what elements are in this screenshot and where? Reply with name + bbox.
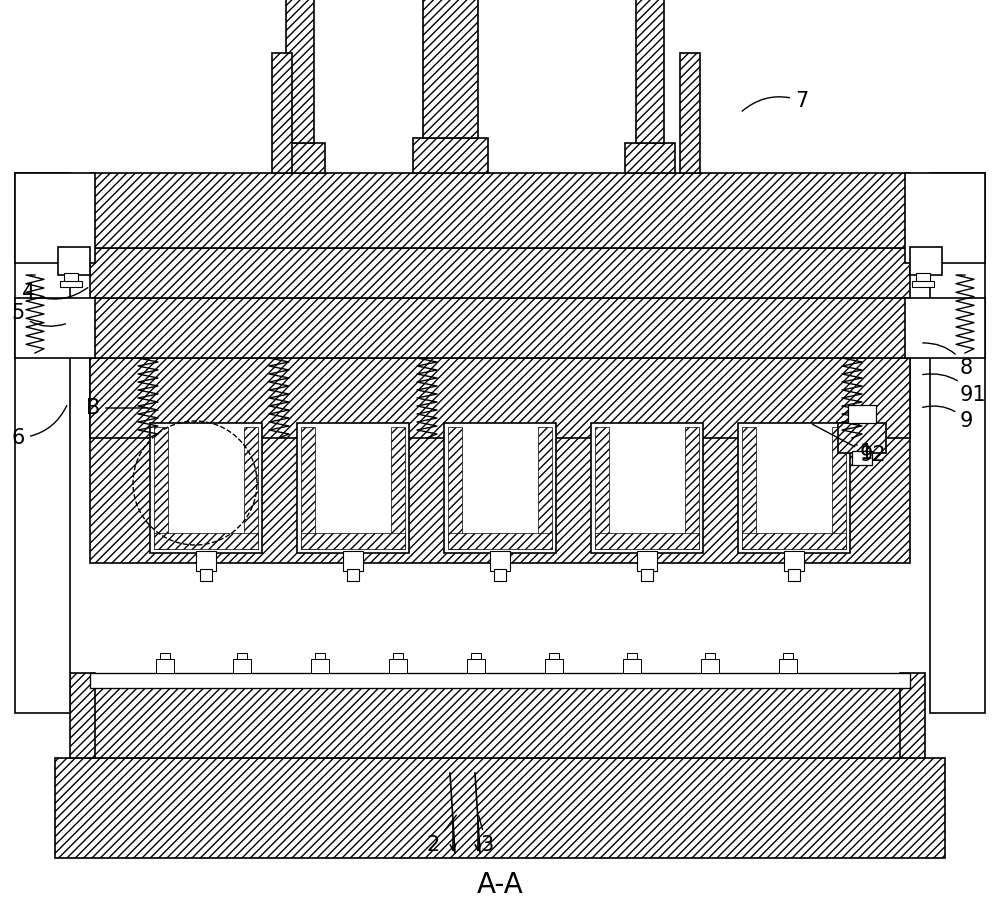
Bar	[389, 659, 407, 673]
Bar	[905, 173, 985, 263]
Bar	[685, 427, 699, 549]
Bar	[783, 653, 793, 659]
Bar	[244, 427, 258, 549]
Bar	[591, 423, 703, 553]
Bar	[150, 423, 262, 553]
Bar	[15, 298, 95, 358]
Bar	[55, 758, 945, 858]
Text: 2: 2	[427, 815, 456, 855]
Bar	[641, 569, 653, 581]
Bar	[315, 653, 325, 659]
Bar	[494, 569, 506, 581]
Bar	[90, 248, 910, 298]
Bar	[297, 423, 409, 553]
Bar	[852, 451, 872, 465]
Bar	[538, 427, 552, 549]
Bar	[196, 551, 216, 571]
Text: 8: 8	[923, 343, 973, 378]
Bar	[15, 173, 95, 263]
Bar	[595, 427, 609, 549]
Bar	[90, 688, 910, 758]
Bar	[779, 659, 797, 673]
Bar	[160, 653, 170, 659]
Bar	[549, 653, 559, 659]
Bar	[90, 688, 910, 758]
Bar	[90, 298, 910, 358]
Bar	[393, 653, 403, 659]
Bar	[237, 653, 247, 659]
Text: 5: 5	[12, 303, 65, 326]
Bar	[275, 143, 325, 173]
Bar	[701, 659, 719, 673]
Text: B: B	[86, 398, 147, 418]
Text: 1: 1	[812, 425, 873, 463]
Bar	[448, 533, 552, 549]
Bar	[490, 551, 510, 571]
Bar	[413, 138, 488, 173]
Text: 9: 9	[923, 406, 973, 431]
Text: 3: 3	[479, 815, 493, 855]
Bar	[832, 427, 846, 549]
Bar	[156, 659, 174, 673]
Bar	[742, 533, 846, 549]
Bar	[636, 0, 664, 143]
Bar	[848, 405, 876, 423]
Bar	[60, 281, 82, 287]
Bar	[70, 673, 95, 758]
Bar	[301, 533, 405, 549]
Bar	[705, 653, 715, 659]
Bar	[90, 173, 910, 248]
Bar	[343, 551, 363, 571]
Bar	[154, 533, 258, 549]
Bar	[391, 427, 405, 549]
Bar	[154, 427, 168, 549]
Bar	[595, 533, 699, 549]
Bar	[233, 659, 251, 673]
Bar	[905, 298, 985, 358]
Bar	[64, 273, 78, 283]
Bar	[467, 659, 485, 673]
Bar	[788, 569, 800, 581]
Bar	[916, 273, 930, 283]
Bar	[200, 569, 212, 581]
Bar	[910, 247, 942, 275]
Bar	[311, 659, 329, 673]
Text: 6: 6	[12, 405, 67, 448]
Bar	[448, 427, 462, 549]
Bar	[627, 653, 637, 659]
Bar	[625, 143, 675, 173]
Text: 4: 4	[22, 283, 88, 303]
Bar	[912, 281, 934, 287]
Bar	[680, 53, 700, 173]
Bar	[838, 423, 886, 453]
Text: A-A: A-A	[477, 871, 523, 899]
Bar	[301, 427, 315, 549]
Text: 91: 91	[923, 374, 987, 405]
Bar	[58, 247, 90, 275]
Bar	[545, 659, 563, 673]
Bar	[15, 173, 70, 713]
Bar	[623, 659, 641, 673]
Bar	[742, 427, 756, 549]
Bar	[471, 653, 481, 659]
Bar	[347, 569, 359, 581]
Bar	[637, 551, 657, 571]
Bar	[272, 53, 292, 173]
Bar	[90, 358, 910, 438]
Bar	[930, 173, 985, 713]
Bar	[90, 673, 910, 688]
Bar	[90, 358, 910, 563]
Bar	[286, 0, 314, 143]
Bar	[738, 423, 850, 553]
Bar	[900, 673, 925, 758]
Text: 7: 7	[742, 91, 808, 111]
Bar	[444, 423, 556, 553]
Text: 92: 92	[855, 445, 887, 465]
Bar	[423, 0, 478, 138]
Bar	[784, 551, 804, 571]
